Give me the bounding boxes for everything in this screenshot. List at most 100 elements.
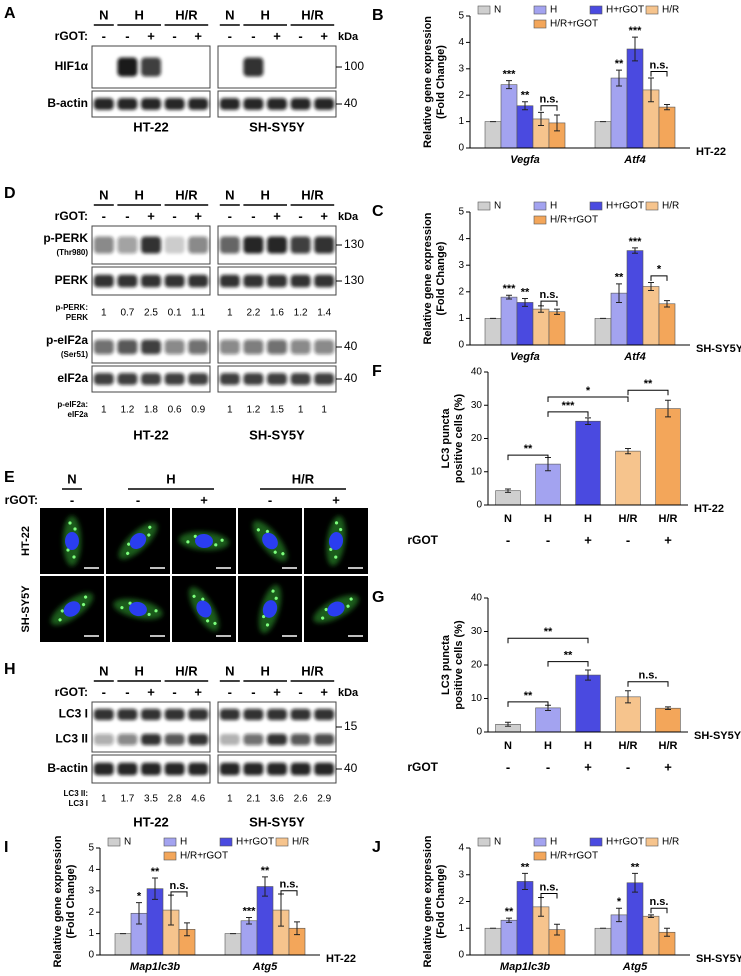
error-bar xyxy=(648,77,654,103)
quant-value: 1 xyxy=(298,405,304,416)
blot-band xyxy=(243,373,264,385)
blot-band xyxy=(267,373,287,385)
treatment-sign: - xyxy=(102,684,106,699)
significance-label: n.s. xyxy=(650,896,669,908)
treatment-sign: + xyxy=(147,684,155,699)
significance-label: ** xyxy=(615,272,624,284)
y-tick-label: 0 xyxy=(458,143,464,154)
y-tick-label: 4 xyxy=(458,37,464,48)
legend-label: H/R+rGOT xyxy=(550,851,598,862)
group-label: H xyxy=(135,187,144,202)
marker-label: 40 xyxy=(344,96,358,110)
quant-value: 0.1 xyxy=(168,308,182,319)
panel-letter: G xyxy=(372,589,384,606)
bar xyxy=(594,121,612,149)
puncta xyxy=(58,618,62,622)
puncta xyxy=(127,542,131,546)
blot-band xyxy=(93,339,114,355)
row-sublabel: (Ser51) xyxy=(61,350,88,359)
row-label: B-actin xyxy=(47,96,88,110)
x-tick-label: Map1lc3b xyxy=(130,961,180,973)
treatment-sign: - xyxy=(251,28,255,43)
row-label: LC3 I xyxy=(59,707,88,721)
error-bar xyxy=(506,294,512,300)
blot-band xyxy=(141,236,161,254)
treatment-sign: + xyxy=(664,759,672,774)
blot-band xyxy=(267,762,287,776)
bar xyxy=(642,286,660,346)
treatment-sign: - xyxy=(546,759,550,774)
puncta xyxy=(83,595,88,599)
treatment-sign: - xyxy=(228,684,232,699)
blot-band xyxy=(219,339,240,355)
legend-swatch xyxy=(533,837,547,847)
y-tick-label: 1 xyxy=(458,923,464,934)
blot-band xyxy=(117,236,138,254)
x-tick-label: Atf4 xyxy=(623,351,645,363)
error-bar xyxy=(664,300,670,308)
blot-band xyxy=(290,733,311,746)
puncta xyxy=(73,527,77,531)
treatment-label: rGOT: xyxy=(55,29,88,43)
blot-band xyxy=(141,762,161,776)
legend-label: H/R xyxy=(662,5,679,16)
treatment-sign: - xyxy=(172,684,176,699)
significance-label: ** xyxy=(544,626,553,638)
blot-band xyxy=(93,98,114,110)
quant-value: 1.1 xyxy=(191,308,205,319)
significance-label: n.s. xyxy=(540,289,559,301)
kda-label: kDa xyxy=(338,31,359,43)
group-label: N xyxy=(225,663,234,678)
blot-band xyxy=(290,236,311,254)
puncta xyxy=(256,528,260,532)
y-axis-label: (Fold Change) xyxy=(435,241,447,315)
bar xyxy=(575,420,601,506)
y-tick-label: 3 xyxy=(458,63,464,74)
bar xyxy=(484,121,502,149)
bar xyxy=(658,106,676,149)
quant-label: eIF2a xyxy=(68,410,89,419)
blot-band xyxy=(219,274,240,288)
bar xyxy=(548,311,566,346)
y-tick-label: 2 xyxy=(88,907,94,918)
y-tick-label: 4 xyxy=(458,233,464,244)
error-bar xyxy=(665,706,671,711)
blot-band xyxy=(93,733,114,746)
treatment-sign: - xyxy=(228,28,232,43)
cell-line-label: HT-22 xyxy=(326,953,356,965)
puncta xyxy=(126,551,130,555)
treatment-sign: - xyxy=(546,532,550,547)
y-tick-label: 3 xyxy=(458,869,464,880)
panel-letter: A xyxy=(4,5,16,22)
significance-label: ** xyxy=(644,378,653,390)
significance-bracket xyxy=(627,681,669,687)
error-bar xyxy=(616,283,622,303)
significance-label: ** xyxy=(261,865,270,877)
error-bar xyxy=(506,917,512,923)
group-label: H/R xyxy=(175,7,198,22)
treatment-sign: - xyxy=(626,759,630,774)
blot-band xyxy=(117,98,138,110)
y-tick-label: 3 xyxy=(458,260,464,271)
y-tick-label: 1 xyxy=(88,928,94,939)
significance-label: n.s. xyxy=(540,94,559,106)
group-label: H xyxy=(261,663,270,678)
treatment-sign: + xyxy=(273,208,281,223)
error-bar xyxy=(585,669,591,681)
error-bar xyxy=(554,308,560,315)
blot-band xyxy=(164,708,185,721)
error-bar xyxy=(554,114,560,132)
blot-band xyxy=(117,274,138,288)
legend-label: N xyxy=(494,201,501,212)
significance-label: * xyxy=(617,896,622,908)
blot-frame xyxy=(217,45,337,89)
quant-value: 2.2 xyxy=(246,308,260,319)
error-bar xyxy=(625,447,631,455)
puncta xyxy=(271,589,275,593)
legend-swatch xyxy=(589,201,603,211)
blot-band xyxy=(314,708,335,721)
significance-label: ** xyxy=(615,58,624,70)
kda-label: kDa xyxy=(338,687,359,699)
treatment-sign: - xyxy=(70,492,74,507)
